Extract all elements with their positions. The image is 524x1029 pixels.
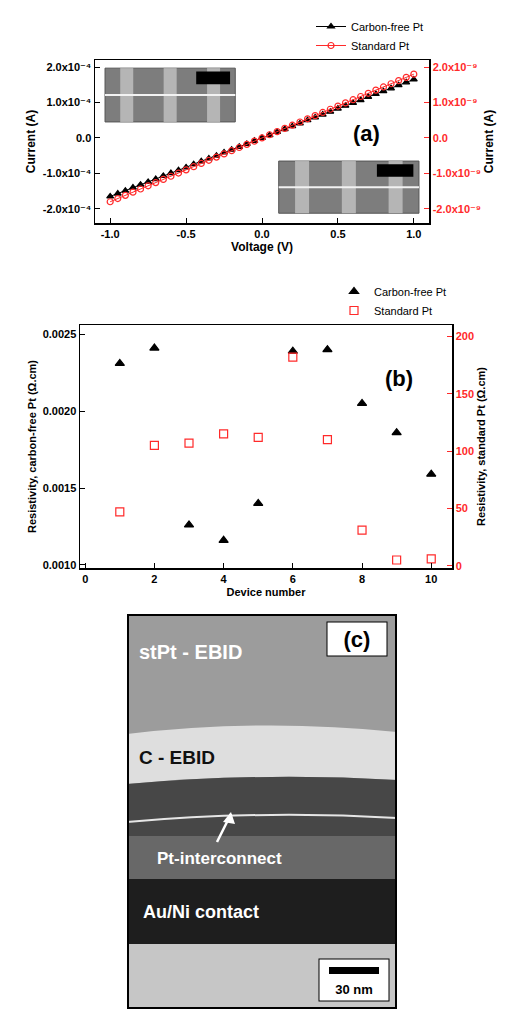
- svg-text:Standard Pt: Standard Pt: [351, 40, 409, 52]
- svg-text:-2.0x10⁻⁴: -2.0x10⁻⁴: [43, 203, 92, 215]
- svg-text:-1.0x10⁻⁴: -1.0x10⁻⁴: [43, 167, 92, 179]
- svg-text:0: 0: [456, 560, 462, 572]
- svg-text:6: 6: [290, 573, 296, 585]
- svg-text:2.0x10⁻⁴: 2.0x10⁻⁴: [46, 61, 91, 73]
- svg-text:0.0015: 0.0015: [43, 482, 77, 494]
- svg-text:Resistivity, standard Pt (Ω.cm: Resistivity, standard Pt (Ω.cm): [475, 367, 487, 526]
- svg-text:0: 0: [82, 573, 88, 585]
- svg-text:200: 200: [456, 330, 474, 342]
- svg-text:-0.5: -0.5: [177, 228, 196, 240]
- svg-text:8: 8: [359, 573, 365, 585]
- svg-text:150: 150: [456, 388, 474, 400]
- svg-text:0.0: 0.0: [76, 132, 91, 144]
- svg-text:2.0x10⁻⁹: 2.0x10⁻⁹: [433, 61, 478, 73]
- svg-text:Current (A): Current (A): [482, 110, 496, 173]
- svg-text:30 nm: 30 nm: [335, 982, 373, 997]
- svg-text:Au/Ni contact: Au/Ni contact: [143, 902, 259, 922]
- svg-text:0.0: 0.0: [254, 228, 269, 240]
- svg-text:Carbon-free Pt: Carbon-free Pt: [374, 286, 446, 298]
- svg-text:10: 10: [425, 573, 437, 585]
- svg-text:Current (A): Current (A): [24, 110, 38, 173]
- svg-text:stPt - EBID: stPt - EBID: [139, 641, 242, 663]
- svg-text:C - EBID: C - EBID: [139, 747, 215, 768]
- svg-text:0.0020: 0.0020: [43, 405, 77, 417]
- svg-text:-1.0x10⁻⁹: -1.0x10⁻⁹: [433, 167, 481, 179]
- svg-text:0.5: 0.5: [330, 228, 345, 240]
- svg-text:-1.0: -1.0: [101, 228, 120, 240]
- svg-text:Device number: Device number: [227, 586, 307, 598]
- svg-text:-2.0x10⁻⁹: -2.0x10⁻⁹: [433, 203, 481, 215]
- svg-text:0.0010: 0.0010: [43, 559, 77, 571]
- svg-text:0.0: 0.0: [433, 132, 448, 144]
- svg-text:(b): (b): [385, 366, 413, 391]
- svg-text:1.0x10⁻⁹: 1.0x10⁻⁹: [433, 96, 478, 108]
- svg-text:0.0025: 0.0025: [43, 328, 77, 340]
- svg-text:4: 4: [221, 573, 228, 585]
- svg-text:Pt-interconnect: Pt-interconnect: [157, 849, 282, 868]
- svg-text:100: 100: [456, 445, 474, 457]
- svg-text:1.0: 1.0: [406, 228, 421, 240]
- svg-text:(a): (a): [353, 121, 380, 146]
- svg-text:1.0x10⁻⁴: 1.0x10⁻⁴: [46, 96, 91, 108]
- svg-text:Voltage (V): Voltage (V): [231, 240, 293, 254]
- svg-text:2: 2: [151, 573, 157, 585]
- svg-text:Standard Pt: Standard Pt: [374, 305, 432, 317]
- svg-text:Resistivity, carbon-free Pt (Ω: Resistivity, carbon-free Pt (Ω.cm): [26, 360, 38, 533]
- svg-text:(c): (c): [344, 627, 371, 652]
- svg-text:Carbon-free Pt: Carbon-free Pt: [351, 21, 423, 33]
- svg-text:50: 50: [456, 502, 468, 514]
